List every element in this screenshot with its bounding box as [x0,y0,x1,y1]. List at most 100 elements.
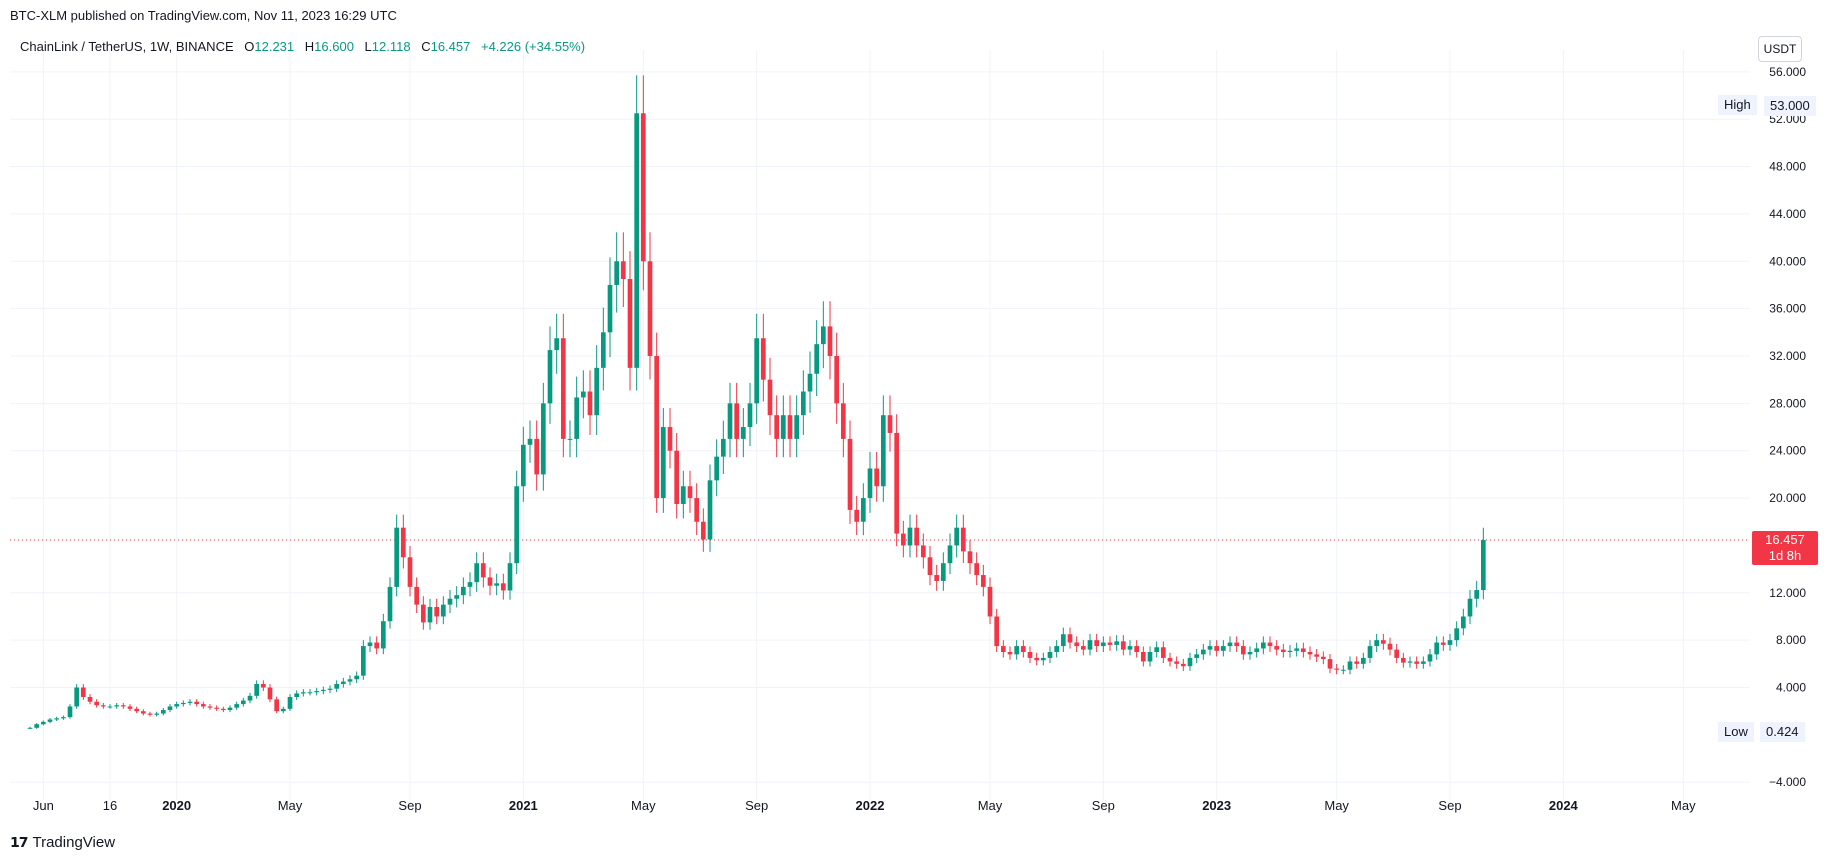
candle [814,320,819,397]
candle-body [1254,648,1259,652]
candle-body [147,713,153,715]
candle [134,706,139,714]
candle-body [1201,649,1206,655]
candle [481,552,486,588]
x-tick-label: Sep [398,798,421,813]
candle-body [1241,646,1246,655]
candle-body [974,563,979,576]
candle-body [574,397,579,439]
candle-body [1454,628,1459,641]
candle [981,564,986,597]
x-tick-label: May [1324,798,1349,813]
candle-body [1227,642,1233,647]
candle [1061,627,1066,652]
candle [934,564,939,591]
candle-body [434,607,439,617]
y-tick-label: 40.000 [1769,254,1806,268]
candle-body [807,373,813,392]
candle [67,704,73,719]
currency-button[interactable]: USDT [1758,36,1802,62]
candle-body [241,700,246,705]
candle-body [307,692,313,694]
candle [1287,645,1293,658]
low-marker-label: Low [1718,722,1754,742]
candle [27,726,33,730]
candle-body [354,675,359,680]
candle-body [1034,657,1039,661]
candle-body [267,687,273,700]
candle [961,514,966,563]
candle [274,696,279,714]
candle-body [474,563,479,583]
candle [587,370,593,435]
candle-body [1354,661,1359,664]
candle-body [374,642,379,649]
candle [1027,646,1033,664]
candle-body [167,706,173,711]
candle [1401,652,1406,668]
candle [461,577,466,605]
candle-body [747,403,753,428]
candle [221,706,226,713]
candle-body [1361,657,1366,664]
candle [1374,633,1379,652]
candle [314,687,319,696]
candle [421,596,426,630]
candle [381,613,386,655]
footer-brand[interactable]: 𝟭𝟳 TradingView [10,834,115,851]
candle [1467,589,1473,625]
candle-body [107,706,113,708]
candle-body [1461,616,1466,629]
candle-body [1074,642,1079,647]
candle [161,707,166,716]
candle-body [774,415,779,439]
y-tick-label: 24.000 [1769,444,1806,458]
candle-body [1041,657,1046,661]
candle [1014,640,1019,660]
candle-body [1214,646,1219,651]
candle [754,313,759,424]
candle [187,699,193,706]
candle-body [41,721,46,725]
candle-body [601,332,606,368]
candle [601,307,606,391]
candle-body [201,704,206,707]
candle-body [1221,646,1226,651]
last-price-value: 16.457 [1765,532,1805,547]
candle-body [1414,661,1419,664]
high-value: 16.600 [314,39,354,54]
candle [1294,642,1299,657]
candle [687,470,693,513]
candle [254,680,259,699]
candle [741,407,746,458]
candle-body [754,338,759,404]
candle [207,704,213,710]
candle [427,598,433,630]
candle-body [367,642,373,647]
candle [1141,646,1146,667]
candle [1421,656,1426,669]
candle-body [1407,661,1413,663]
candle [1207,640,1213,656]
candle [647,232,653,380]
candle-body [1421,661,1426,664]
candle [367,636,373,652]
candle-body [801,391,806,416]
candle [227,705,233,713]
candle [1267,636,1273,652]
candle [621,232,626,307]
candle-body [527,438,533,445]
candle [441,596,446,625]
candle-body [734,403,739,439]
candle-body [1021,646,1026,652]
candle [581,370,586,419]
candle [941,552,946,591]
candle-body [1061,634,1066,647]
symbol-name[interactable]: ChainLink / TetherUS, 1W, BINANCE [20,39,234,54]
candle-body [494,583,499,586]
candle [127,704,133,711]
candle-body [814,344,819,374]
candle-body [87,696,93,702]
candle-body [1287,650,1293,652]
